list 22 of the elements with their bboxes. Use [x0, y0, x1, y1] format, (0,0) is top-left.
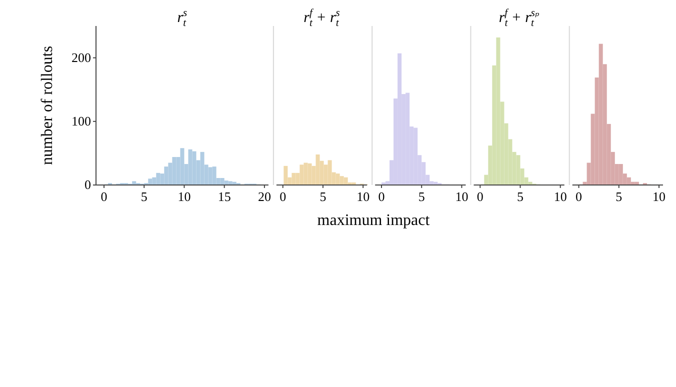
x-tick-label: 0: [476, 189, 484, 204]
x-tick-label: 10: [652, 189, 666, 204]
x-tick-label: 15: [218, 189, 231, 204]
y-axis-title: number of rollouts: [39, 46, 56, 166]
x-tick-label: 5: [320, 189, 326, 204]
x-tick-label: 0: [576, 189, 582, 204]
x-tick-label: 5: [616, 189, 622, 204]
x-tick-label: 5: [516, 189, 524, 204]
x-tick-label: 0: [280, 189, 286, 204]
x-tick-label: 0: [378, 189, 385, 204]
x-axis-title: maximum impact: [317, 212, 430, 229]
y-tick-label: 100: [72, 113, 91, 128]
x-tick-label: 5: [418, 189, 425, 204]
y-tick-label: 200: [72, 50, 91, 65]
x-tick-label: 10: [178, 189, 191, 204]
x-tick-label: 10: [455, 189, 468, 204]
x-tick-label: 10: [554, 189, 567, 204]
y-tick-label: 0: [84, 177, 91, 192]
x-tick-label: 0: [100, 189, 108, 204]
x-tick-label: 10: [356, 189, 370, 204]
x-tick-label: 5: [140, 189, 148, 204]
x-tick-label: 20: [258, 189, 271, 204]
